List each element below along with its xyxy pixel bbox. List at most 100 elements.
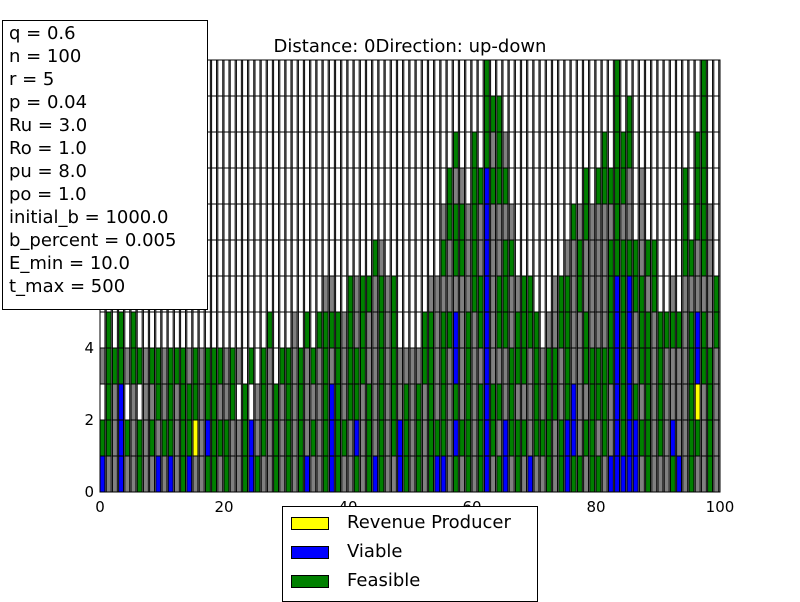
bar-cell-gray	[465, 239, 472, 277]
bar-cell-feasible	[440, 347, 447, 385]
bar-cell-white	[390, 239, 397, 277]
bar-cell-white	[254, 131, 261, 169]
bar-cell-feasible	[483, 59, 490, 97]
bar-cell-feasible	[638, 311, 645, 349]
bar-cell-gray	[390, 455, 397, 493]
bar-cell-white	[415, 275, 422, 313]
bar-cell-feasible	[620, 239, 627, 277]
bar-cell-white	[217, 311, 224, 349]
bar-cell-gray	[105, 455, 112, 493]
bar-cell-white	[403, 311, 410, 349]
bar-cell-gray	[502, 203, 509, 241]
bar-cell-white	[248, 131, 255, 169]
bar-cell-white	[694, 95, 701, 133]
bar-cell-white	[322, 131, 329, 169]
bar-cell-gray	[700, 275, 707, 313]
bar-cell-viable	[452, 419, 459, 457]
bar-cell-gray	[186, 347, 193, 385]
bar-cell-feasible	[682, 167, 689, 205]
bar-cell-white	[502, 59, 509, 97]
bar-cell-gray	[570, 275, 577, 313]
bar-cell-white	[415, 131, 422, 169]
legend-label-revenue-producer: Revenue Producer	[347, 512, 511, 533]
bar-cell-viable	[118, 419, 125, 457]
bar-cell-feasible	[347, 347, 354, 385]
bar-cell-viable	[397, 419, 404, 457]
bar-cell-white	[521, 59, 528, 97]
bar-cell-white	[316, 275, 323, 313]
bar-cell-white	[521, 131, 528, 169]
bar-cell-viable	[434, 455, 441, 493]
bar-cell-white	[273, 275, 280, 313]
bar-cell-gray	[471, 455, 478, 493]
bar-cell-feasible	[626, 239, 633, 277]
bar-cell-white	[235, 311, 242, 349]
bar-cell-white	[347, 239, 354, 277]
bar-cell-white	[310, 167, 317, 205]
bar-cell-gray	[409, 383, 416, 421]
bar-cell-white	[397, 59, 404, 97]
bar-cell-white	[378, 203, 385, 241]
bar-cell-white	[347, 167, 354, 205]
bar-cell-white	[583, 95, 590, 133]
bar-cell-gray	[471, 311, 478, 349]
bar-cell-white	[366, 131, 373, 169]
bar-cell-feasible	[378, 383, 385, 421]
bar-cell-gray	[279, 455, 286, 493]
bar-cell-gray	[459, 383, 466, 421]
bar-cell-gray	[552, 455, 559, 493]
bar-cell-white	[713, 203, 720, 241]
bar-cell-white	[229, 275, 236, 313]
bar-cell-gray	[688, 275, 695, 313]
legend-swatch-viable	[291, 546, 329, 559]
bar-cell-white	[390, 131, 397, 169]
bar-cell-gray	[595, 419, 602, 457]
bar-cell-white	[372, 131, 379, 169]
bar-cell-feasible	[477, 419, 484, 457]
bar-cell-white	[607, 131, 614, 169]
bar-cell-white	[297, 275, 304, 313]
bar-cell-viable	[483, 275, 490, 313]
bar-cell-viable	[614, 347, 621, 385]
bar-cell-gray	[539, 455, 546, 493]
bar-cell-white	[310, 275, 317, 313]
bar-cell-white	[496, 59, 503, 97]
bar-cell-white	[440, 95, 447, 133]
bar-cell-white	[273, 95, 280, 133]
bar-cell-gray	[446, 239, 453, 277]
bar-cell-gray	[434, 347, 441, 385]
bar-cell-viable	[483, 239, 490, 277]
bar-cell-gray	[707, 203, 714, 241]
bar-cell-white	[211, 275, 218, 313]
bar-cell-white	[539, 311, 546, 349]
bar-cell-feasible	[490, 95, 497, 133]
bar-cell-viable	[167, 455, 174, 493]
bar-cell-gray	[570, 239, 577, 277]
bar-cell-feasible	[459, 239, 466, 277]
bar-cell-white	[304, 275, 311, 313]
bar-cell-feasible	[545, 419, 552, 457]
bar-cell-gray	[459, 167, 466, 205]
bar-cell-feasible	[366, 455, 373, 493]
bar-cell-gray	[601, 311, 608, 349]
bar-cell-feasible	[378, 311, 385, 349]
bar-cell-feasible	[527, 311, 534, 349]
bar-cell-viable	[626, 311, 633, 349]
bar-cell-gray	[545, 311, 552, 349]
bar-cell-gray	[669, 383, 676, 421]
bar-cell-feasible	[335, 419, 342, 457]
bar-cell-gray	[384, 347, 391, 385]
bar-cell-feasible	[607, 347, 614, 385]
bar-cell-white	[242, 203, 249, 241]
bar-cell-gray	[700, 419, 707, 457]
bar-cell-white	[713, 131, 720, 169]
bar-cell-white	[260, 59, 267, 97]
bar-cell-white	[521, 239, 528, 277]
bar-cell-feasible	[161, 419, 168, 457]
bar-cell-feasible	[428, 455, 435, 493]
bar-cell-white	[359, 59, 366, 97]
bar-cell-white	[713, 167, 720, 205]
bar-cell-white	[304, 239, 311, 277]
bar-cell-feasible	[682, 239, 689, 277]
bar-cell-white	[539, 275, 546, 313]
